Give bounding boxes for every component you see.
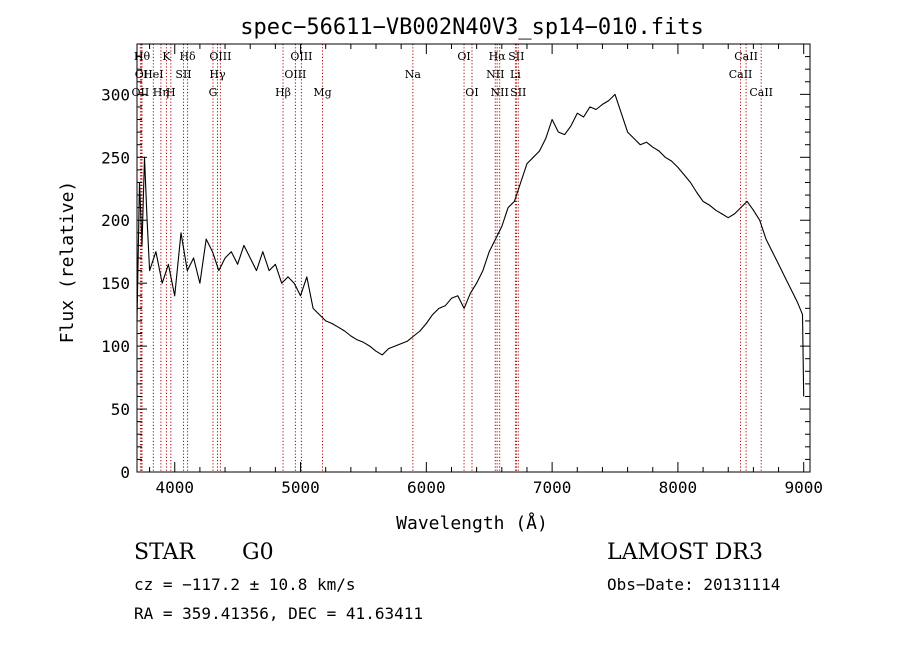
marker-label: Hα <box>489 50 507 63</box>
y-tick-label: 250 <box>101 148 130 167</box>
flux-series-line <box>136 93 805 397</box>
redshift-cz: cz = −117.2 ± 10.8 km/s <box>134 575 356 594</box>
y-axis-label: Flux (relative) <box>57 181 78 344</box>
x-tick-label: 8000 <box>659 478 698 497</box>
marker-label: Mg <box>313 86 331 99</box>
marker-label: SII <box>508 50 524 63</box>
marker-label: H <box>166 86 176 99</box>
marker-label: Hγ <box>209 68 226 81</box>
y-tick-label: 300 <box>101 85 130 104</box>
x-tick-label: 9000 <box>784 478 823 497</box>
y-tick-label: 150 <box>101 274 130 293</box>
x-tick-label: 7000 <box>533 478 572 497</box>
marker-label: Hβ <box>275 86 291 99</box>
ra-dec-coordinates: RA = 359.41356, DEC = 41.63411 <box>134 604 423 623</box>
x-axis: 4000 5000 6000 7000 8000 9000 <box>149 44 823 497</box>
marker-label: OI <box>465 86 478 99</box>
y-tick-label: 50 <box>111 400 130 419</box>
marker-label: SII <box>175 68 191 81</box>
marker-label: NII <box>491 86 509 99</box>
plot-frame <box>136 43 811 473</box>
line-marker-labels: Hθ OII OI K HeI HηH SII Hδ OIII Hγ G Hβ OIII OIII Mg Na… <box>132 50 773 99</box>
y-tick-label: 200 <box>101 211 130 230</box>
x-axis-label: Wavelength (Å) <box>396 512 548 534</box>
marker-label: K <box>162 50 171 63</box>
marker-label: OIII <box>284 68 306 81</box>
marker-label: CaII <box>734 50 758 63</box>
marker-label: Li <box>510 68 521 81</box>
y-tick-label: 100 <box>101 337 130 356</box>
object-class: STAR <box>134 540 195 565</box>
marker-label: OIII <box>290 50 312 63</box>
marker-label: OII <box>132 86 150 99</box>
chart-title: spec−56611−VB002N40V3_sp14−010.fits <box>240 15 704 40</box>
observation-date: Obs−Date: 20131114 <box>607 575 781 594</box>
object-subclass: G0 <box>242 540 274 565</box>
marker-label: OI <box>135 68 148 81</box>
marker-label: CaII <box>749 86 773 99</box>
marker-label: OI <box>457 50 470 63</box>
marker-label: OIII <box>209 50 231 63</box>
x-tick-label: 4000 <box>155 478 194 497</box>
marker-label: Na <box>405 68 422 81</box>
x-tick-label: 5000 <box>281 478 320 497</box>
x-tick-label: 6000 <box>407 478 446 497</box>
marker-label: Hη <box>153 86 169 99</box>
marker-label: NII <box>486 68 504 81</box>
plot-series <box>136 93 805 397</box>
marker-label: G <box>209 86 218 99</box>
marker-label: CaII <box>729 68 753 81</box>
line-markers <box>139 44 762 472</box>
y-tick-label: 0 <box>120 463 130 482</box>
marker-label: Hδ <box>179 50 196 63</box>
marker-label: Hθ <box>134 50 151 63</box>
marker-label: SII <box>510 86 526 99</box>
survey-name: LAMOST DR3 <box>607 540 763 565</box>
y-axis: 0 50 100 150 200 250 300 <box>101 56 810 482</box>
marker-label: HeI <box>143 68 163 81</box>
